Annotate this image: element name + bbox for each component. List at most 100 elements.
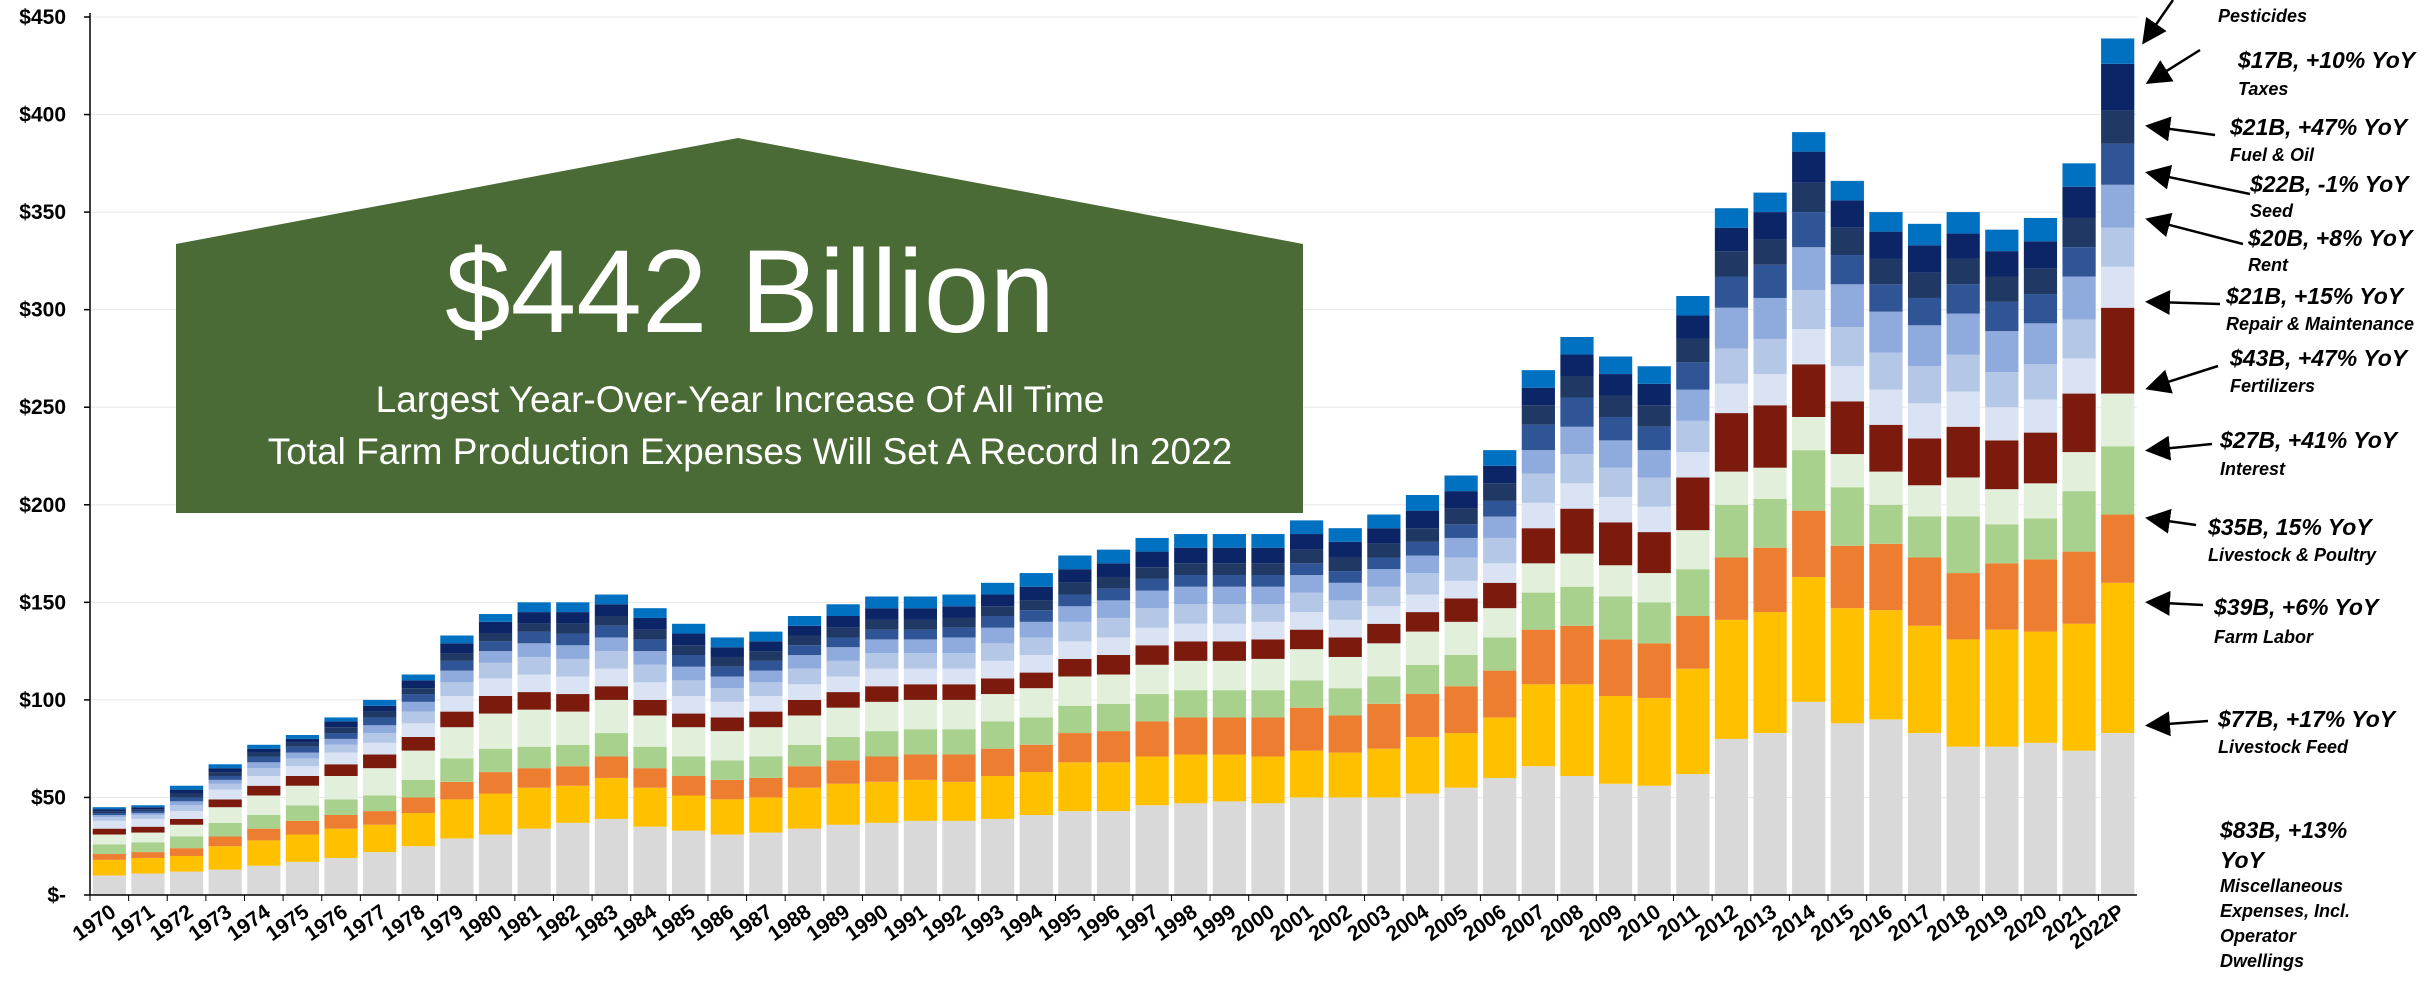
bar-segment-2018-s7 [1946,354,1980,392]
bar-segment-2005-s1 [1444,733,1478,788]
bar-segment-1996-s12 [1096,549,1131,564]
bar-segment-1990-s7 [865,653,899,669]
bar-segment-1974-s1 [247,840,281,866]
bar-segment-2014-s5 [1792,364,1826,417]
bar-segment-1975-s12 [285,735,320,739]
bar-segment-1995-s3 [1058,705,1092,734]
bar-segment-2013-s7 [1753,338,1787,375]
bar-segment-1999-s8 [1212,586,1246,605]
bar-segment-2009-s1 [1598,695,1633,784]
bar-segment-1976-s3 [324,799,358,816]
bar-segment-2016-s0 [1869,719,1903,895]
bar-segment-2004-s4 [1405,631,1440,665]
bar-segment-1980-s9 [478,641,513,652]
bar-segment-1990-s8 [865,639,899,654]
bar-segment-1984-s6 [633,682,667,700]
bar-segment-1999-s5 [1212,641,1246,661]
annotation-value-2: $21B, +47% YoY [2229,114,2410,140]
bar-segment-1994-s12 [1019,573,1053,587]
bar-segment-2010-s3 [1637,602,1671,644]
bar-segment-1974-s9 [247,756,281,763]
bar-segment-1984-s8 [633,651,667,665]
bar-segment-2012-s1 [1714,619,1749,739]
bar-segment-1981-s9 [517,631,551,644]
bar-segment-2008-s4 [1560,553,1594,587]
bar-segment-2002-s9 [1328,571,1362,583]
bar-segment-1970-s1 [92,859,126,876]
bar-segment-2000-s3 [1251,690,1285,718]
bar-segment-2019-s11 [1985,251,2019,277]
bar-segment-2019-s2 [1985,563,2019,630]
bar-segment-2012-s3 [1714,504,1749,558]
bar-segment-1985-s0 [672,830,706,895]
bar-segment-2002-s5 [1328,637,1362,657]
bar-segment-2008-s8 [1560,426,1594,455]
annotation-label-7: Interest [2220,459,2286,479]
bar-segment-1972-s9 [169,797,204,802]
bar-segment-1991-s8 [903,639,937,654]
bar-segment-2001-s3 [1290,680,1324,708]
bar-segment-1992-s7 [942,653,976,669]
bar-segment-1992-s5 [942,684,976,700]
bar-segment-1996-s5 [1096,655,1131,675]
bar-segment-1989-s0 [826,824,860,895]
bar-segment-1972-s10 [169,793,204,798]
bar-segment-1995-s0 [1058,811,1092,895]
bar-segment-1995-s8 [1058,606,1092,622]
annotation-label-5: Repair & Maintenance [2226,314,2414,334]
y-tick-label: $150 [19,591,66,614]
bar-segment-2009-s8 [1598,440,1633,468]
bar-segment-1976-s0 [324,857,358,895]
bar-segment-2005-s0 [1444,787,1478,895]
bar-segment-1988-s4 [787,715,822,745]
bar-segment-2008-s2 [1560,625,1594,685]
bar-segment-1987-s5 [749,711,783,728]
bar-segment-1992-s6 [942,668,976,685]
bar-segment-2013-s6 [1753,374,1787,406]
bar-segment-2022P-s2 [2101,514,2135,583]
bar-segment-2010-s7 [1637,477,1671,507]
annotation-value-11: $83B, +13% [2219,817,2347,843]
bar-segment-1986-s3 [710,760,744,780]
bar-segment-1985-s4 [672,727,706,757]
bar-segment-2008-s12 [1560,336,1594,355]
bar-segment-1993-s6 [981,660,1015,679]
bar-segment-1994-s4 [1019,688,1053,718]
bar-segment-1996-s8 [1096,600,1131,618]
bar-segment-2011-s11 [1676,315,1710,339]
bar-segment-1976-s1 [324,828,358,858]
bar-segment-2009-s3 [1598,596,1633,640]
y-tick-label: $450 [19,6,66,29]
bar-segment-1991-s4 [903,699,937,730]
bar-segment-2001-s0 [1290,797,1324,895]
bar-segment-1997-s10 [1135,567,1169,579]
bar-segment-1994-s7 [1019,637,1053,656]
bar-segment-1971-s1 [131,857,165,874]
bar-segment-2004-s0 [1405,793,1440,895]
bar-segment-2002-s4 [1328,656,1362,689]
bar-segment-1973-s3 [208,822,242,837]
bar-segment-2010-s0 [1637,785,1671,895]
bar-segment-1986-s6 [710,701,744,718]
bar-segment-1975-s0 [285,861,320,895]
bar-segment-2010-s11 [1637,383,1671,406]
bar-segment-1992-s8 [942,637,976,654]
bar-segment-2010-s5 [1637,532,1671,574]
bar-segment-2005-s8 [1444,537,1478,558]
bar-segment-1980-s6 [478,678,513,696]
bar-segment-1977-s0 [363,852,397,895]
bar-segment-2012-s6 [1714,383,1749,414]
bar-segment-1971-s9 [131,811,165,814]
bar-segment-1997-s11 [1135,551,1169,568]
bar-segment-1982-s8 [556,645,590,659]
annotation-label-11-2: Operator [2220,926,2297,946]
bar-segment-2004-s5 [1405,612,1440,632]
bar-segment-2011-s2 [1676,615,1710,669]
bar-segment-2000-s7 [1251,604,1285,622]
bar-segment-1986-s7 [710,688,744,702]
bar-segment-2015-s0 [1830,723,1864,895]
bar-segment-1978-s4 [401,750,435,780]
bar-segment-1996-s11 [1096,563,1131,577]
bar-segment-1973-s2 [208,836,242,847]
bar-segment-2016-s12 [1869,212,1903,232]
